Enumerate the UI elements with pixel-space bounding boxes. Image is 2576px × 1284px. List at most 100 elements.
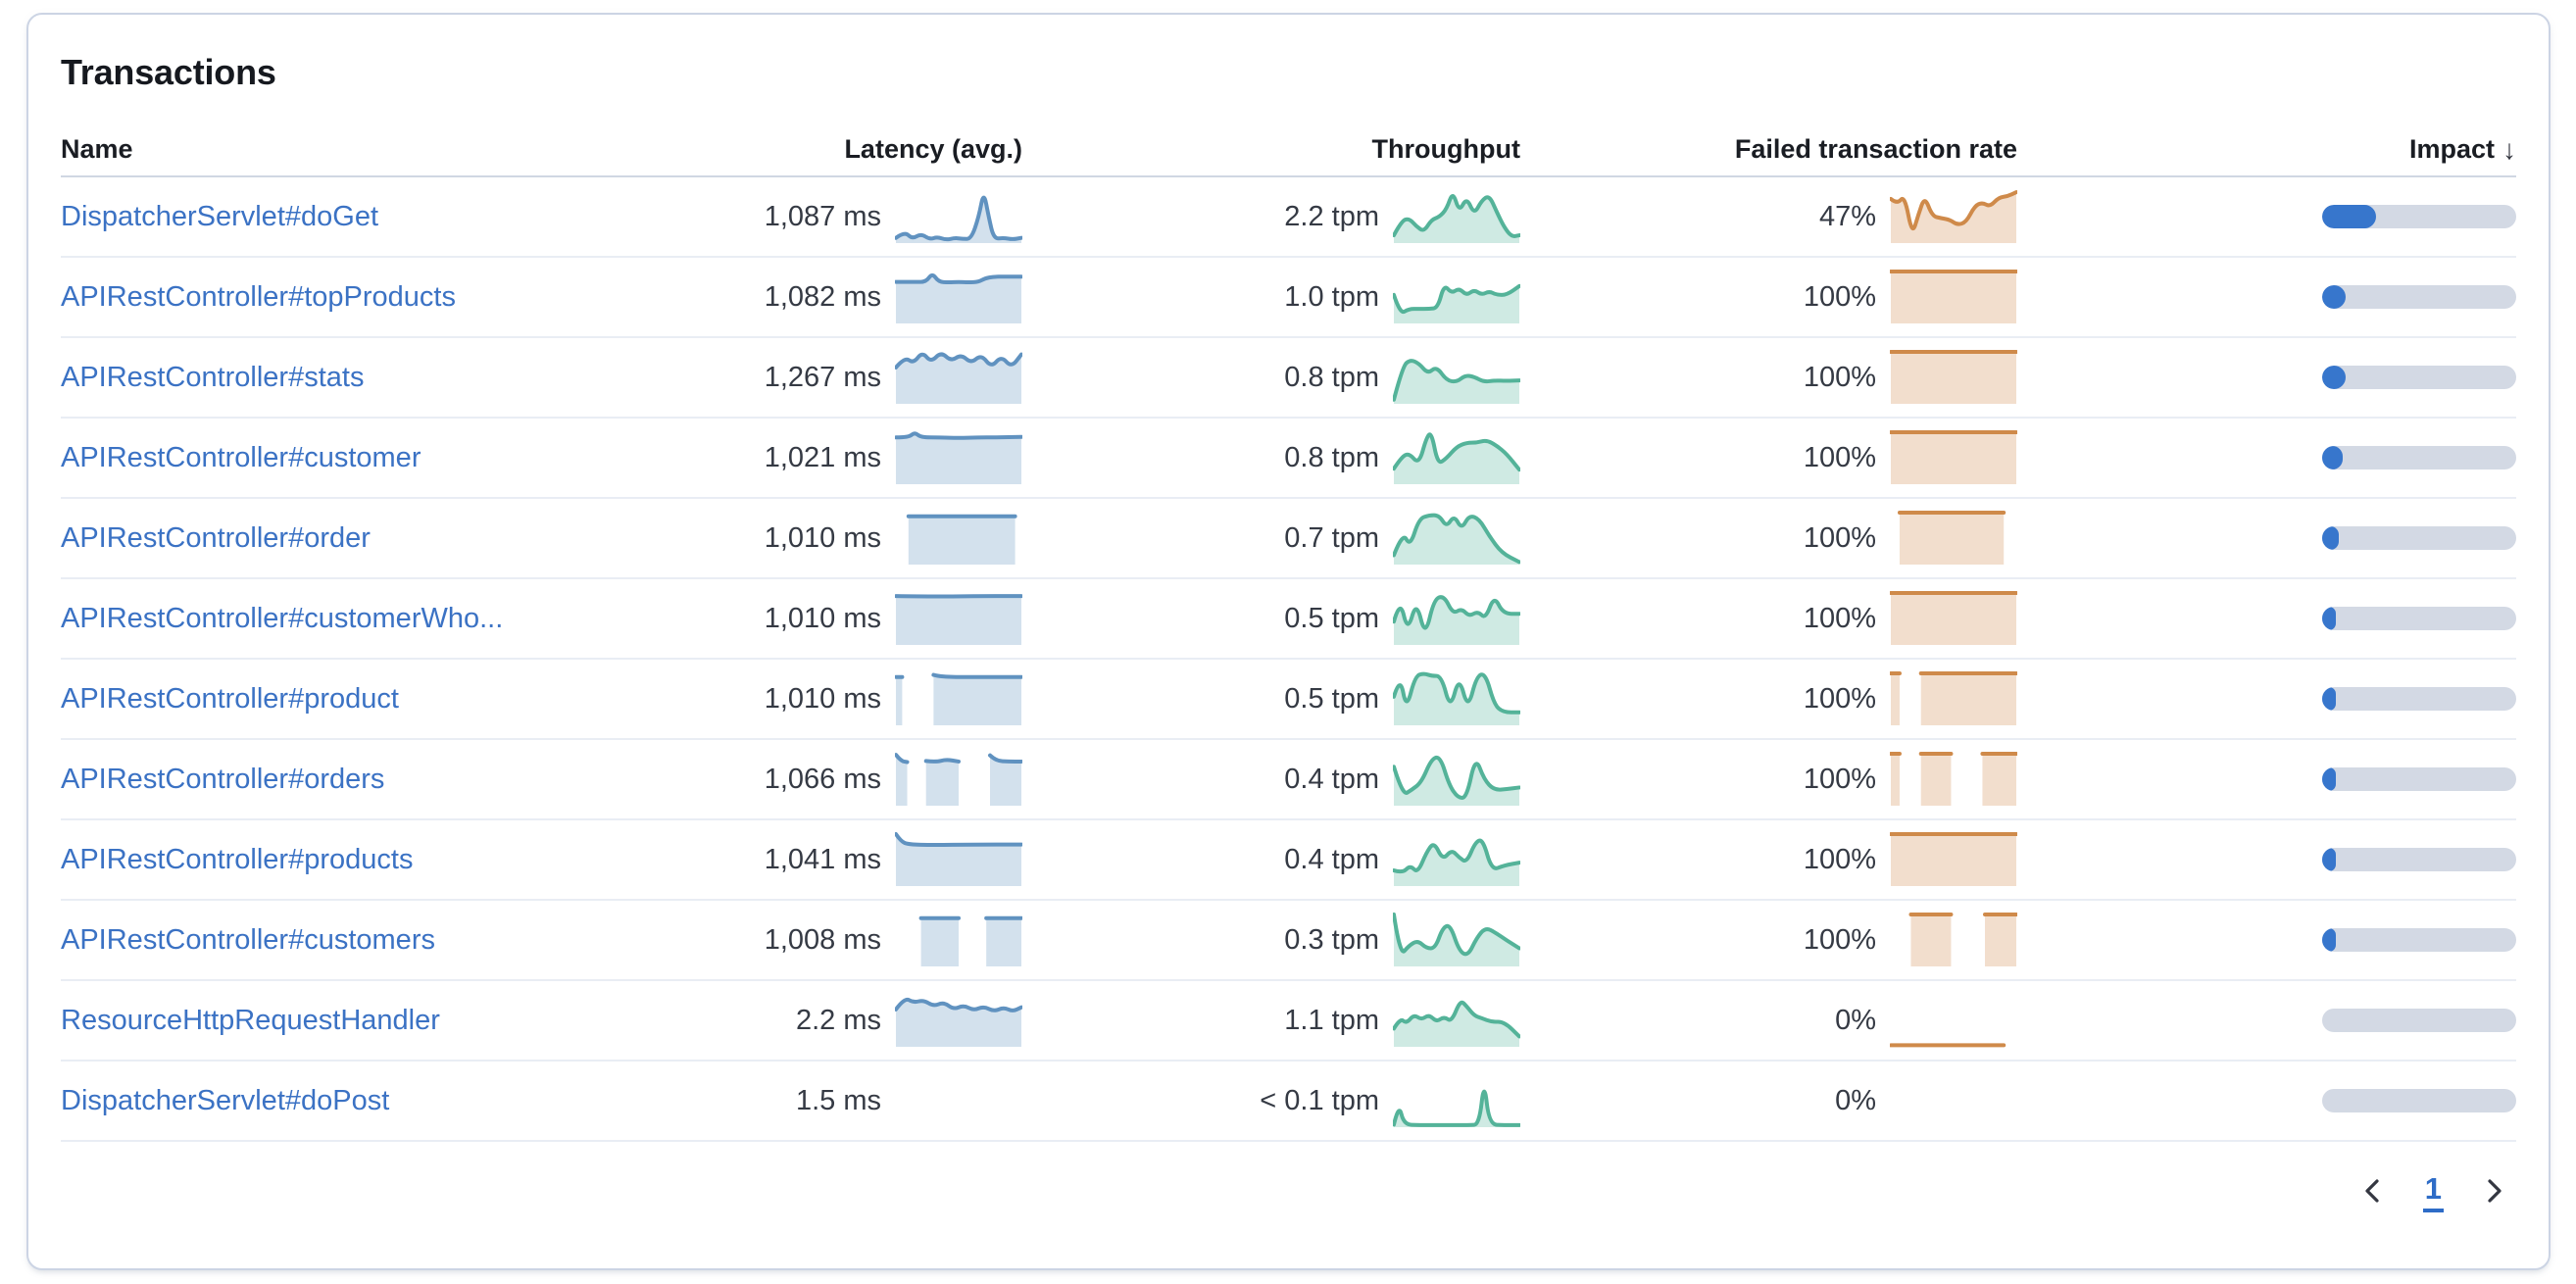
failed-rate-value: 0% [1835, 1004, 1876, 1036]
throughput-value: 0.8 tpm [1284, 441, 1379, 473]
table-row: APIRestController#customers 1,008 ms 0.3… [61, 901, 2516, 981]
table-row: APIRestController#stats 1,267 ms 0.8 tpm… [61, 338, 2516, 419]
table-row: DispatcherServlet#doPost 1.5 ms < 0.1 tp… [61, 1062, 2516, 1142]
latency-sparkline [894, 429, 1023, 486]
failed-rate-sparkline [1889, 188, 2018, 245]
table-row: ResourceHttpRequestHandler 2.2 ms 1.1 tp… [61, 981, 2516, 1062]
transaction-name-link[interactable]: DispatcherServlet#doPost [61, 1084, 390, 1116]
impact-bar-fill [2322, 848, 2336, 871]
table-row: APIRestController#orders 1,066 ms 0.4 tp… [61, 740, 2516, 820]
impact-bar-fill [2322, 446, 2343, 469]
table-row: APIRestController#product 1,010 ms 0.5 t… [61, 660, 2516, 740]
chevron-right-icon [2479, 1176, 2508, 1209]
latency-sparkline [894, 751, 1023, 808]
transaction-name-link[interactable]: APIRestController#orders [61, 763, 385, 795]
column-header-impact-label: Impact [2408, 133, 2495, 164]
latency-sparkline [895, 1072, 1022, 1129]
throughput-value: 0.3 tpm [1284, 923, 1379, 956]
throughput-sparkline [1392, 349, 1521, 406]
latency-value: 2.2 ms [795, 1004, 881, 1036]
page-1-button[interactable]: 1 [2422, 1171, 2444, 1212]
throughput-sparkline [1392, 670, 1521, 727]
transaction-name-link[interactable]: APIRestController#customerWho... [61, 602, 504, 634]
previous-page-button[interactable] [2358, 1176, 2388, 1209]
latency-value: 1,010 ms [764, 521, 881, 554]
latency-value: 1,087 ms [764, 200, 881, 232]
latency-value: 1,021 ms [764, 441, 881, 473]
transaction-name-link[interactable]: ResourceHttpRequestHandler [61, 1004, 440, 1036]
throughput-sparkline [1392, 510, 1521, 567]
throughput-value: 0.8 tpm [1284, 361, 1379, 393]
column-header-failed-label: Failed transaction rate [1734, 133, 2017, 164]
failed-rate-sparkline [1889, 590, 2018, 647]
column-header-name[interactable]: Name [61, 133, 133, 164]
latency-sparkline [895, 912, 1023, 968]
transaction-name-link[interactable]: APIRestController#topProducts [61, 280, 456, 313]
throughput-sparkline [1392, 590, 1521, 647]
impact-bar-fill [2322, 687, 2336, 711]
impact-bar [2322, 526, 2516, 550]
failed-rate-value: 100% [1803, 280, 1876, 313]
failed-rate-value: 100% [1803, 763, 1876, 795]
impact-bar-fill [2322, 366, 2346, 389]
failed-rate-value: 0% [1835, 1084, 1876, 1116]
impact-bar-fill [2322, 285, 2346, 309]
transaction-name-link[interactable]: APIRestController#customers [61, 923, 435, 956]
latency-value: 1,041 ms [764, 843, 881, 875]
transaction-name-link[interactable]: APIRestController#products [61, 843, 414, 875]
failed-rate-value: 100% [1803, 441, 1876, 473]
table-row: APIRestController#customer 1,021 ms 0.8 … [61, 419, 2516, 499]
column-header-latency-label: Latency (avg.) [844, 133, 1022, 164]
table-row: APIRestController#products 1,041 ms 0.4 … [61, 820, 2516, 901]
impact-bar [2322, 607, 2516, 630]
throughput-sparkline [1392, 429, 1521, 486]
failed-rate-sparkline [1889, 670, 2018, 727]
impact-bar [2322, 1089, 2516, 1112]
table-body: DispatcherServlet#doGet 1,087 ms 2.2 tpm… [61, 177, 2516, 1142]
column-header-latency[interactable]: Latency (avg.) [524, 134, 1022, 165]
failed-rate-value: 100% [1803, 521, 1876, 554]
throughput-value: 0.5 tpm [1284, 602, 1379, 634]
latency-value: 1,066 ms [764, 763, 881, 795]
throughput-sparkline [1392, 831, 1521, 888]
throughput-sparkline [1392, 269, 1521, 325]
failed-rate-value: 100% [1803, 361, 1876, 393]
latency-value: 1,082 ms [764, 280, 881, 313]
transaction-name-link[interactable]: APIRestController#customer [61, 441, 421, 473]
latency-sparkline [894, 590, 1023, 647]
impact-bar-fill [2322, 205, 2377, 228]
transaction-name-link[interactable]: APIRestController#product [61, 682, 399, 715]
failed-rate-value: 47% [1818, 200, 1876, 232]
column-header-failed[interactable]: Failed transaction rate [1520, 134, 2017, 165]
throughput-sparkline [1392, 188, 1521, 245]
failed-rate-sparkline [1889, 429, 2018, 486]
impact-bar [2322, 1009, 2516, 1032]
transaction-name-link[interactable]: DispatcherServlet#doGet [61, 200, 378, 232]
impact-bar [2322, 285, 2516, 309]
latency-value: 1.5 ms [795, 1084, 881, 1116]
transaction-name-link[interactable]: APIRestController#order [61, 521, 371, 554]
table-row: APIRestController#customerWho... 1,010 m… [61, 579, 2516, 660]
latency-sparkline [894, 349, 1023, 406]
column-header-throughput[interactable]: Throughput [1022, 134, 1520, 165]
transaction-name-link[interactable]: APIRestController#stats [61, 361, 365, 393]
throughput-value: 2.2 tpm [1284, 200, 1379, 232]
impact-bar [2322, 928, 2516, 952]
latency-value: 1,010 ms [764, 682, 881, 715]
failed-rate-sparkline [1890, 510, 2017, 567]
latency-sparkline [894, 831, 1023, 888]
throughput-value: 1.0 tpm [1284, 280, 1379, 313]
impact-bar [2322, 687, 2516, 711]
transactions-card: Transactions Name Latency (avg.) Through… [26, 13, 2551, 1270]
column-header-impact[interactable]: Impact ↓ [2017, 133, 2516, 166]
column-header-throughput-label: Throughput [1371, 133, 1520, 164]
latency-value: 1,008 ms [764, 923, 881, 956]
impact-bar-fill [2322, 526, 2339, 550]
throughput-value: 1.1 tpm [1284, 1004, 1379, 1036]
next-page-button[interactable] [2479, 1176, 2508, 1209]
throughput-value: 0.4 tpm [1284, 763, 1379, 795]
table-row: APIRestController#topProducts 1,082 ms 1… [61, 258, 2516, 338]
impact-bar [2322, 446, 2516, 469]
throughput-sparkline [1392, 751, 1521, 808]
throughput-value: 0.4 tpm [1284, 843, 1379, 875]
